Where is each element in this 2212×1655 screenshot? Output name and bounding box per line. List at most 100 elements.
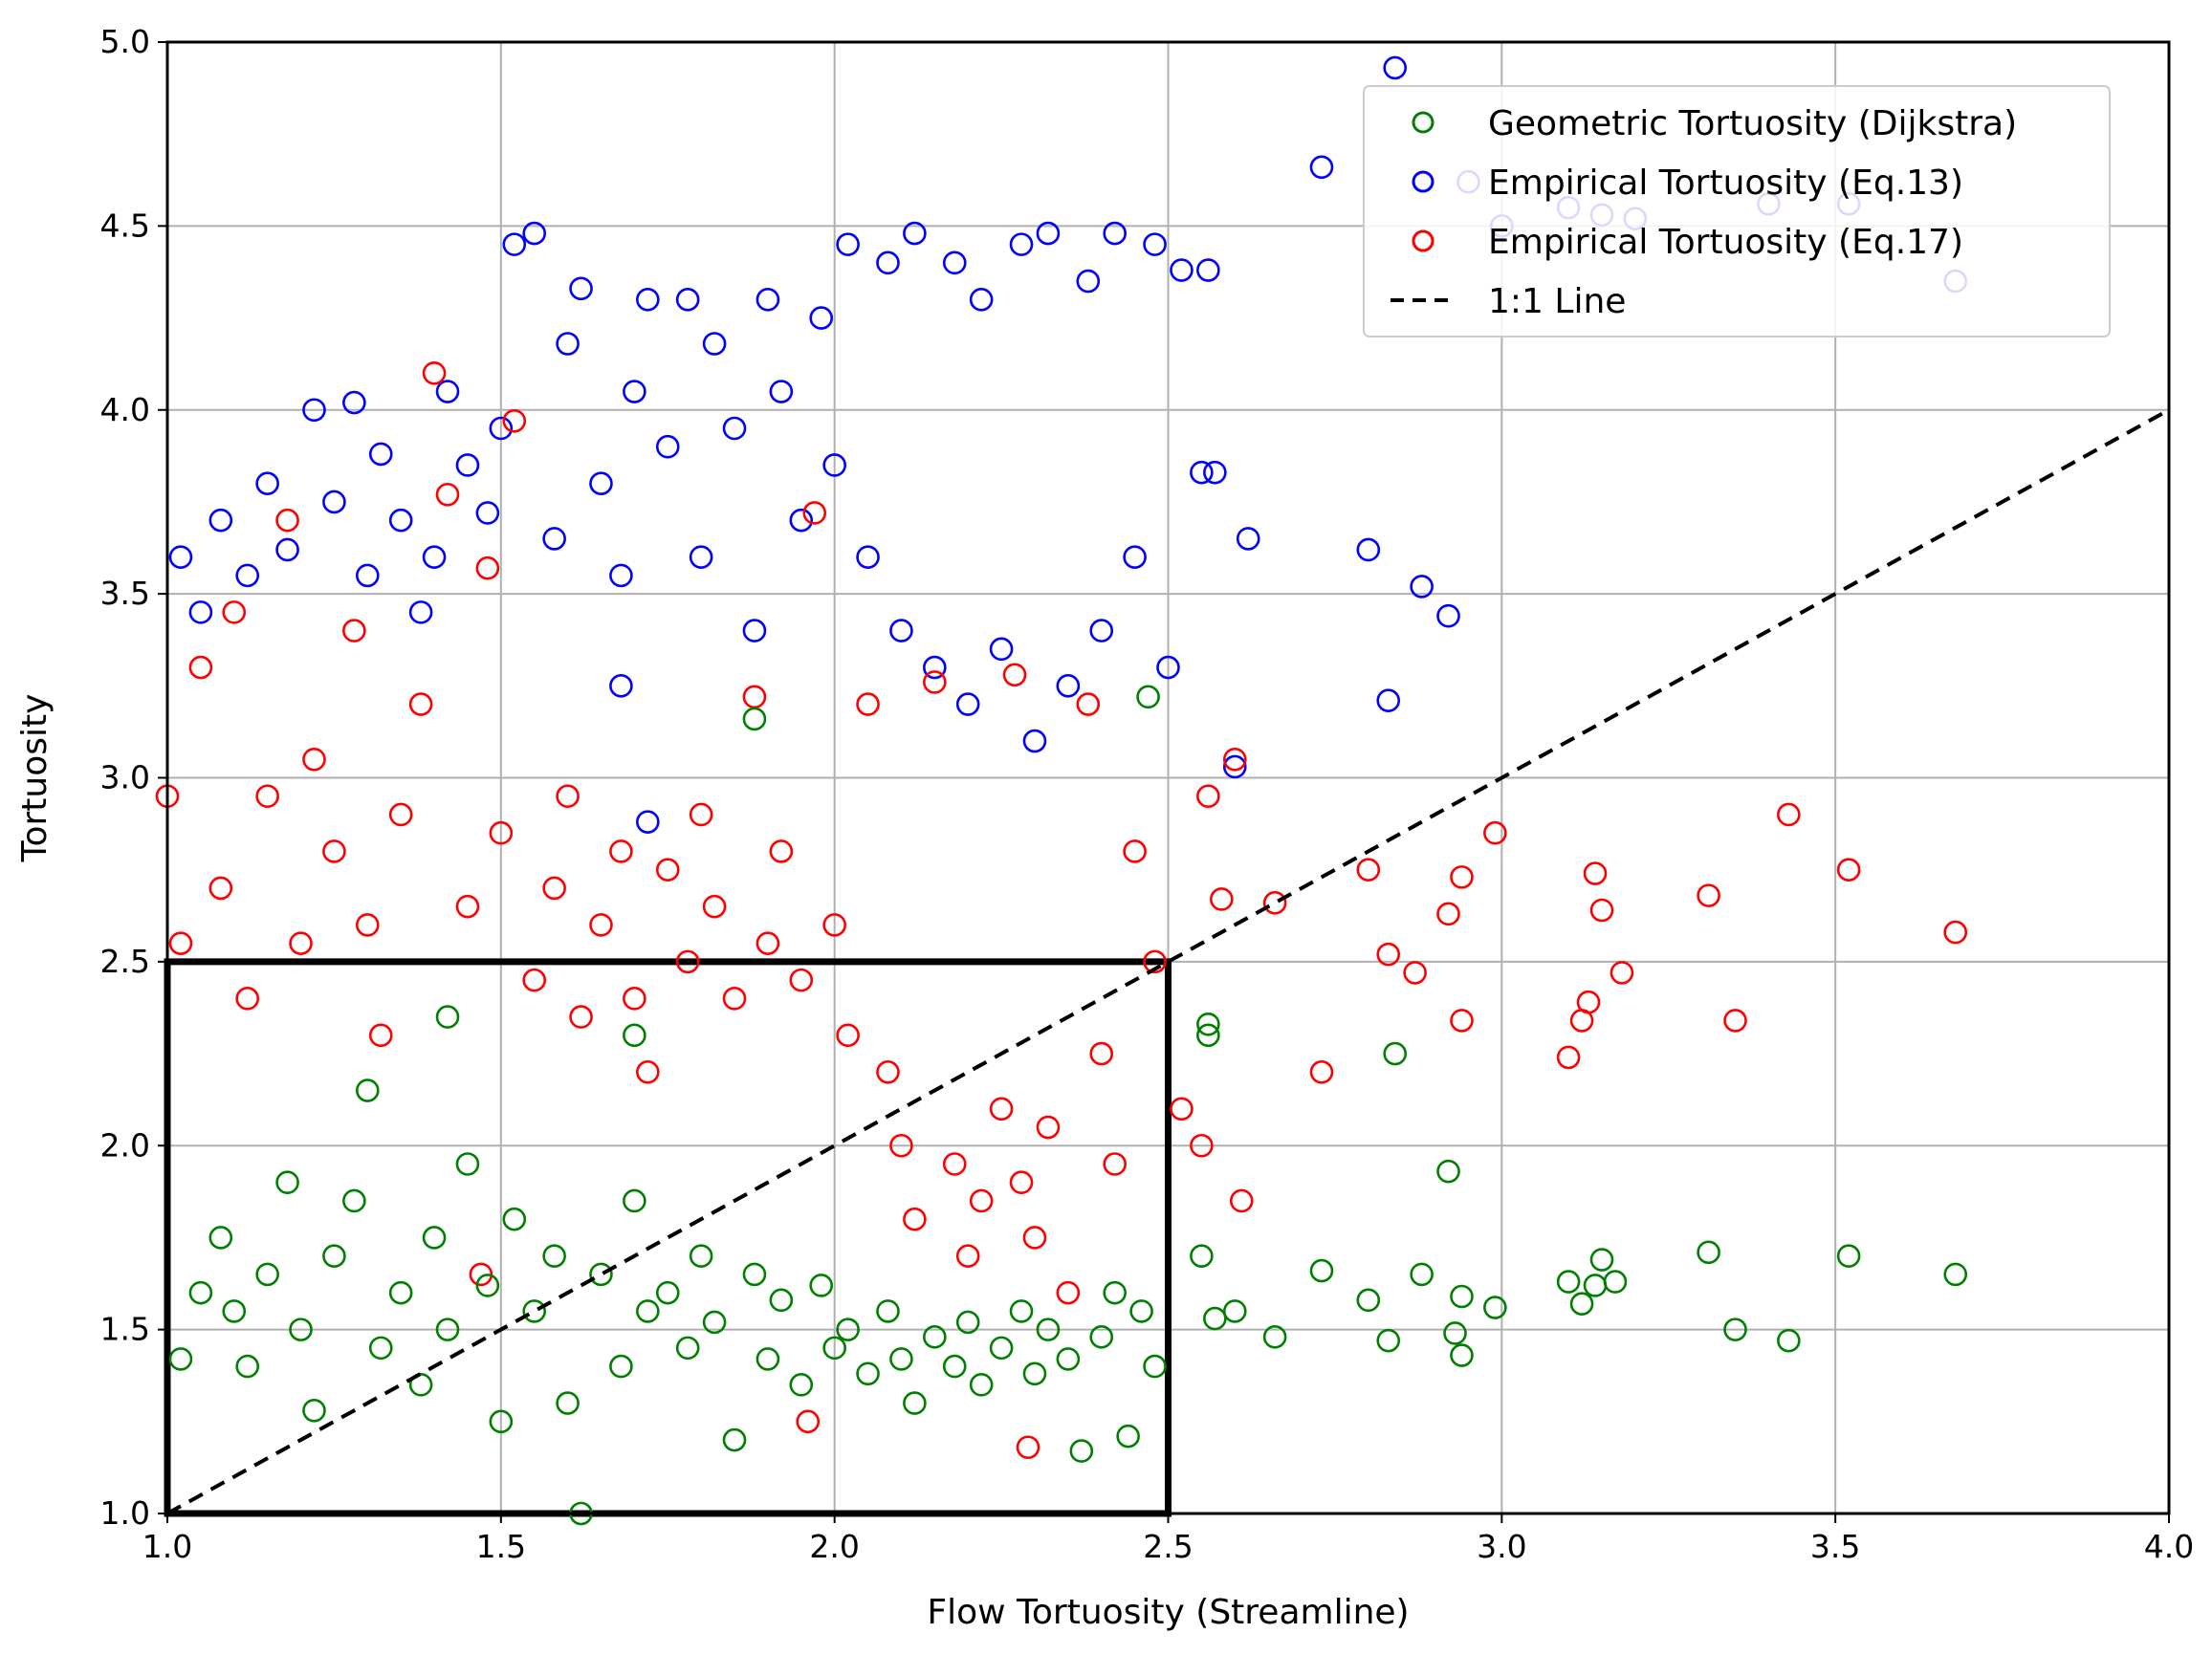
data-point [1410, 575, 1434, 599]
data-point [1723, 1009, 1747, 1033]
data-point [1196, 1023, 1220, 1048]
data-point [289, 931, 313, 955]
data-point [1262, 1325, 1287, 1349]
data-point [969, 288, 994, 312]
data-point [1376, 688, 1401, 713]
data-point [789, 968, 814, 992]
data-point [342, 390, 366, 415]
y-tick-label: 5.0 [100, 23, 150, 60]
data-point [636, 1299, 660, 1323]
data-point [1777, 802, 1801, 827]
data-point [1129, 1299, 1153, 1323]
data-point [636, 810, 660, 834]
data-point [408, 1373, 433, 1397]
data-point [609, 563, 633, 588]
series-0 [168, 685, 1968, 1526]
data-point [368, 1336, 393, 1361]
data-point [302, 747, 326, 772]
data-point [368, 442, 393, 467]
data-point [969, 1373, 994, 1397]
data-point [1022, 729, 1047, 753]
data-point [1436, 902, 1460, 926]
data-point [1436, 1159, 1460, 1184]
data-point [542, 1244, 566, 1268]
data-point [475, 555, 500, 580]
data-point [1583, 1274, 1608, 1297]
data-point [836, 232, 860, 256]
data-point [1196, 1012, 1220, 1036]
data-point [675, 949, 700, 974]
data-point [569, 276, 593, 301]
data-point [609, 674, 633, 698]
data-point [1190, 460, 1214, 485]
data-point [623, 380, 646, 403]
data-point [1196, 784, 1220, 809]
data-point [856, 545, 880, 569]
y-tick-label: 4.0 [100, 391, 150, 428]
data-point [623, 987, 646, 1011]
data-point [222, 600, 247, 624]
data-point [1943, 920, 1968, 945]
data-point [722, 987, 747, 1011]
data-point [989, 637, 1014, 662]
data-point [1156, 655, 1180, 680]
data-point [489, 820, 514, 845]
data-point [1203, 460, 1227, 485]
data-point [856, 1361, 880, 1386]
data-point [889, 619, 913, 642]
legend-box [1363, 85, 2111, 338]
data-point [342, 1188, 366, 1213]
data-point [876, 1060, 900, 1084]
data-point [455, 894, 480, 919]
data-point [422, 545, 447, 569]
data-point [802, 501, 827, 525]
data-point [435, 380, 460, 403]
data-point [542, 876, 566, 901]
legend-entry-geometric: Geometric Tortuosity (Dijkstra) [1412, 104, 2017, 143]
y-tick-label: 4.5 [100, 207, 150, 244]
data-point [689, 802, 713, 827]
y-tick-label: 1.5 [100, 1311, 150, 1348]
data-point [655, 858, 680, 882]
data-point [235, 987, 260, 1011]
data-point [702, 894, 727, 919]
data-point [742, 619, 767, 642]
data-point [188, 600, 213, 624]
data-point [989, 1336, 1014, 1361]
legend-label-eq17: Empirical Tortuosity (Eq.17) [1488, 223, 1963, 262]
data-point [1356, 858, 1381, 882]
data-point [168, 1347, 193, 1371]
data-point [969, 1188, 994, 1213]
data-point [1076, 692, 1101, 716]
legend-label-eq13: Empirical Tortuosity (Eq.13) [1488, 163, 1963, 203]
y-tick-label: 3.5 [100, 575, 150, 612]
data-point [522, 1299, 547, 1323]
legend-marker-geometric [1412, 111, 1435, 134]
data-point [455, 1152, 480, 1176]
data-point [1697, 1240, 1720, 1265]
data-point [1022, 1226, 1047, 1250]
data-point [1356, 1288, 1381, 1313]
data-point [1723, 1317, 1747, 1341]
data-point [822, 1336, 846, 1361]
data-point [742, 685, 767, 709]
data-point [275, 508, 299, 533]
data-point [1170, 258, 1194, 282]
data-point [789, 1373, 814, 1397]
data-point [769, 380, 794, 403]
data-point [609, 839, 633, 863]
data-point [903, 221, 927, 246]
data-point [302, 1398, 326, 1423]
data-point [422, 360, 447, 385]
legend-entry-one-to-one: 1:1 Line [1391, 282, 1626, 321]
data-point [689, 545, 713, 569]
data-point [942, 250, 967, 275]
data-point [322, 1244, 346, 1268]
data-point [1222, 1299, 1247, 1323]
data-point [1556, 1270, 1581, 1294]
data-point [489, 416, 514, 441]
data-point [435, 482, 460, 507]
y-tick-label: 2.0 [100, 1126, 150, 1164]
data-point [822, 913, 846, 937]
legend-entry-eq17: Empirical Tortuosity (Eq.17) [1412, 223, 1963, 262]
